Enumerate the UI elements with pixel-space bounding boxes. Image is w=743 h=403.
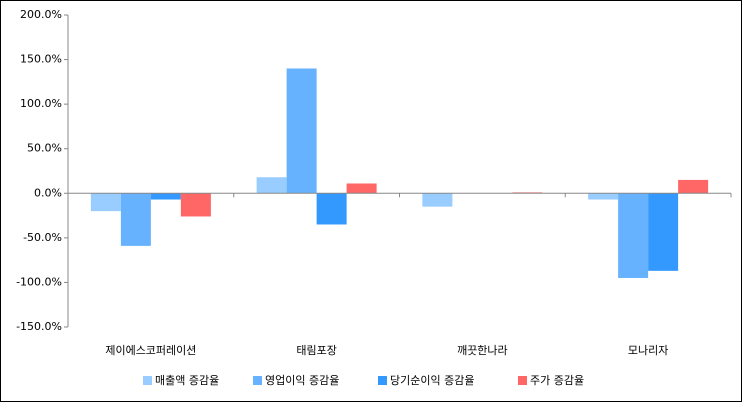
bar <box>286 68 317 194</box>
legend-swatch <box>518 376 527 385</box>
x-tick-label: 깨끗한나라 <box>457 344 508 357</box>
y-tick-label: 100.0% <box>20 97 62 110</box>
bar <box>678 179 709 194</box>
bar <box>316 193 347 225</box>
x-tick-label: 태림포장 <box>296 344 336 357</box>
bar <box>618 193 649 278</box>
legend-label: 당기순이익 증감율 <box>390 374 474 387</box>
legend-swatch <box>378 376 387 385</box>
y-tick-label: -150.0% <box>16 320 62 333</box>
bar <box>648 193 679 271</box>
bar <box>422 193 453 207</box>
x-tick-label: 제이에스코퍼레이션 <box>105 344 196 357</box>
bar <box>256 177 287 194</box>
y-tick-label: 200.0% <box>20 8 62 21</box>
bar <box>588 193 619 200</box>
bar <box>180 193 211 217</box>
legend-swatch <box>143 376 152 385</box>
y-tick-label: 50.0% <box>27 142 62 155</box>
bar <box>90 193 121 212</box>
legend-label: 주가 증감율 <box>530 374 584 387</box>
legend-swatch <box>253 376 262 385</box>
y-tick-label: -100.0% <box>16 275 62 288</box>
legend-label: 영업이익 증감율 <box>265 374 339 387</box>
y-tick-label: -50.0% <box>23 231 62 244</box>
y-tick-label: 0.0% <box>34 186 62 199</box>
legend-label: 매출액 증감율 <box>155 374 219 387</box>
bar <box>150 193 181 200</box>
x-tick-label: 모나리자 <box>628 344 668 357</box>
y-tick-label: 150.0% <box>20 53 62 66</box>
bar <box>346 183 377 194</box>
bar <box>120 193 151 246</box>
